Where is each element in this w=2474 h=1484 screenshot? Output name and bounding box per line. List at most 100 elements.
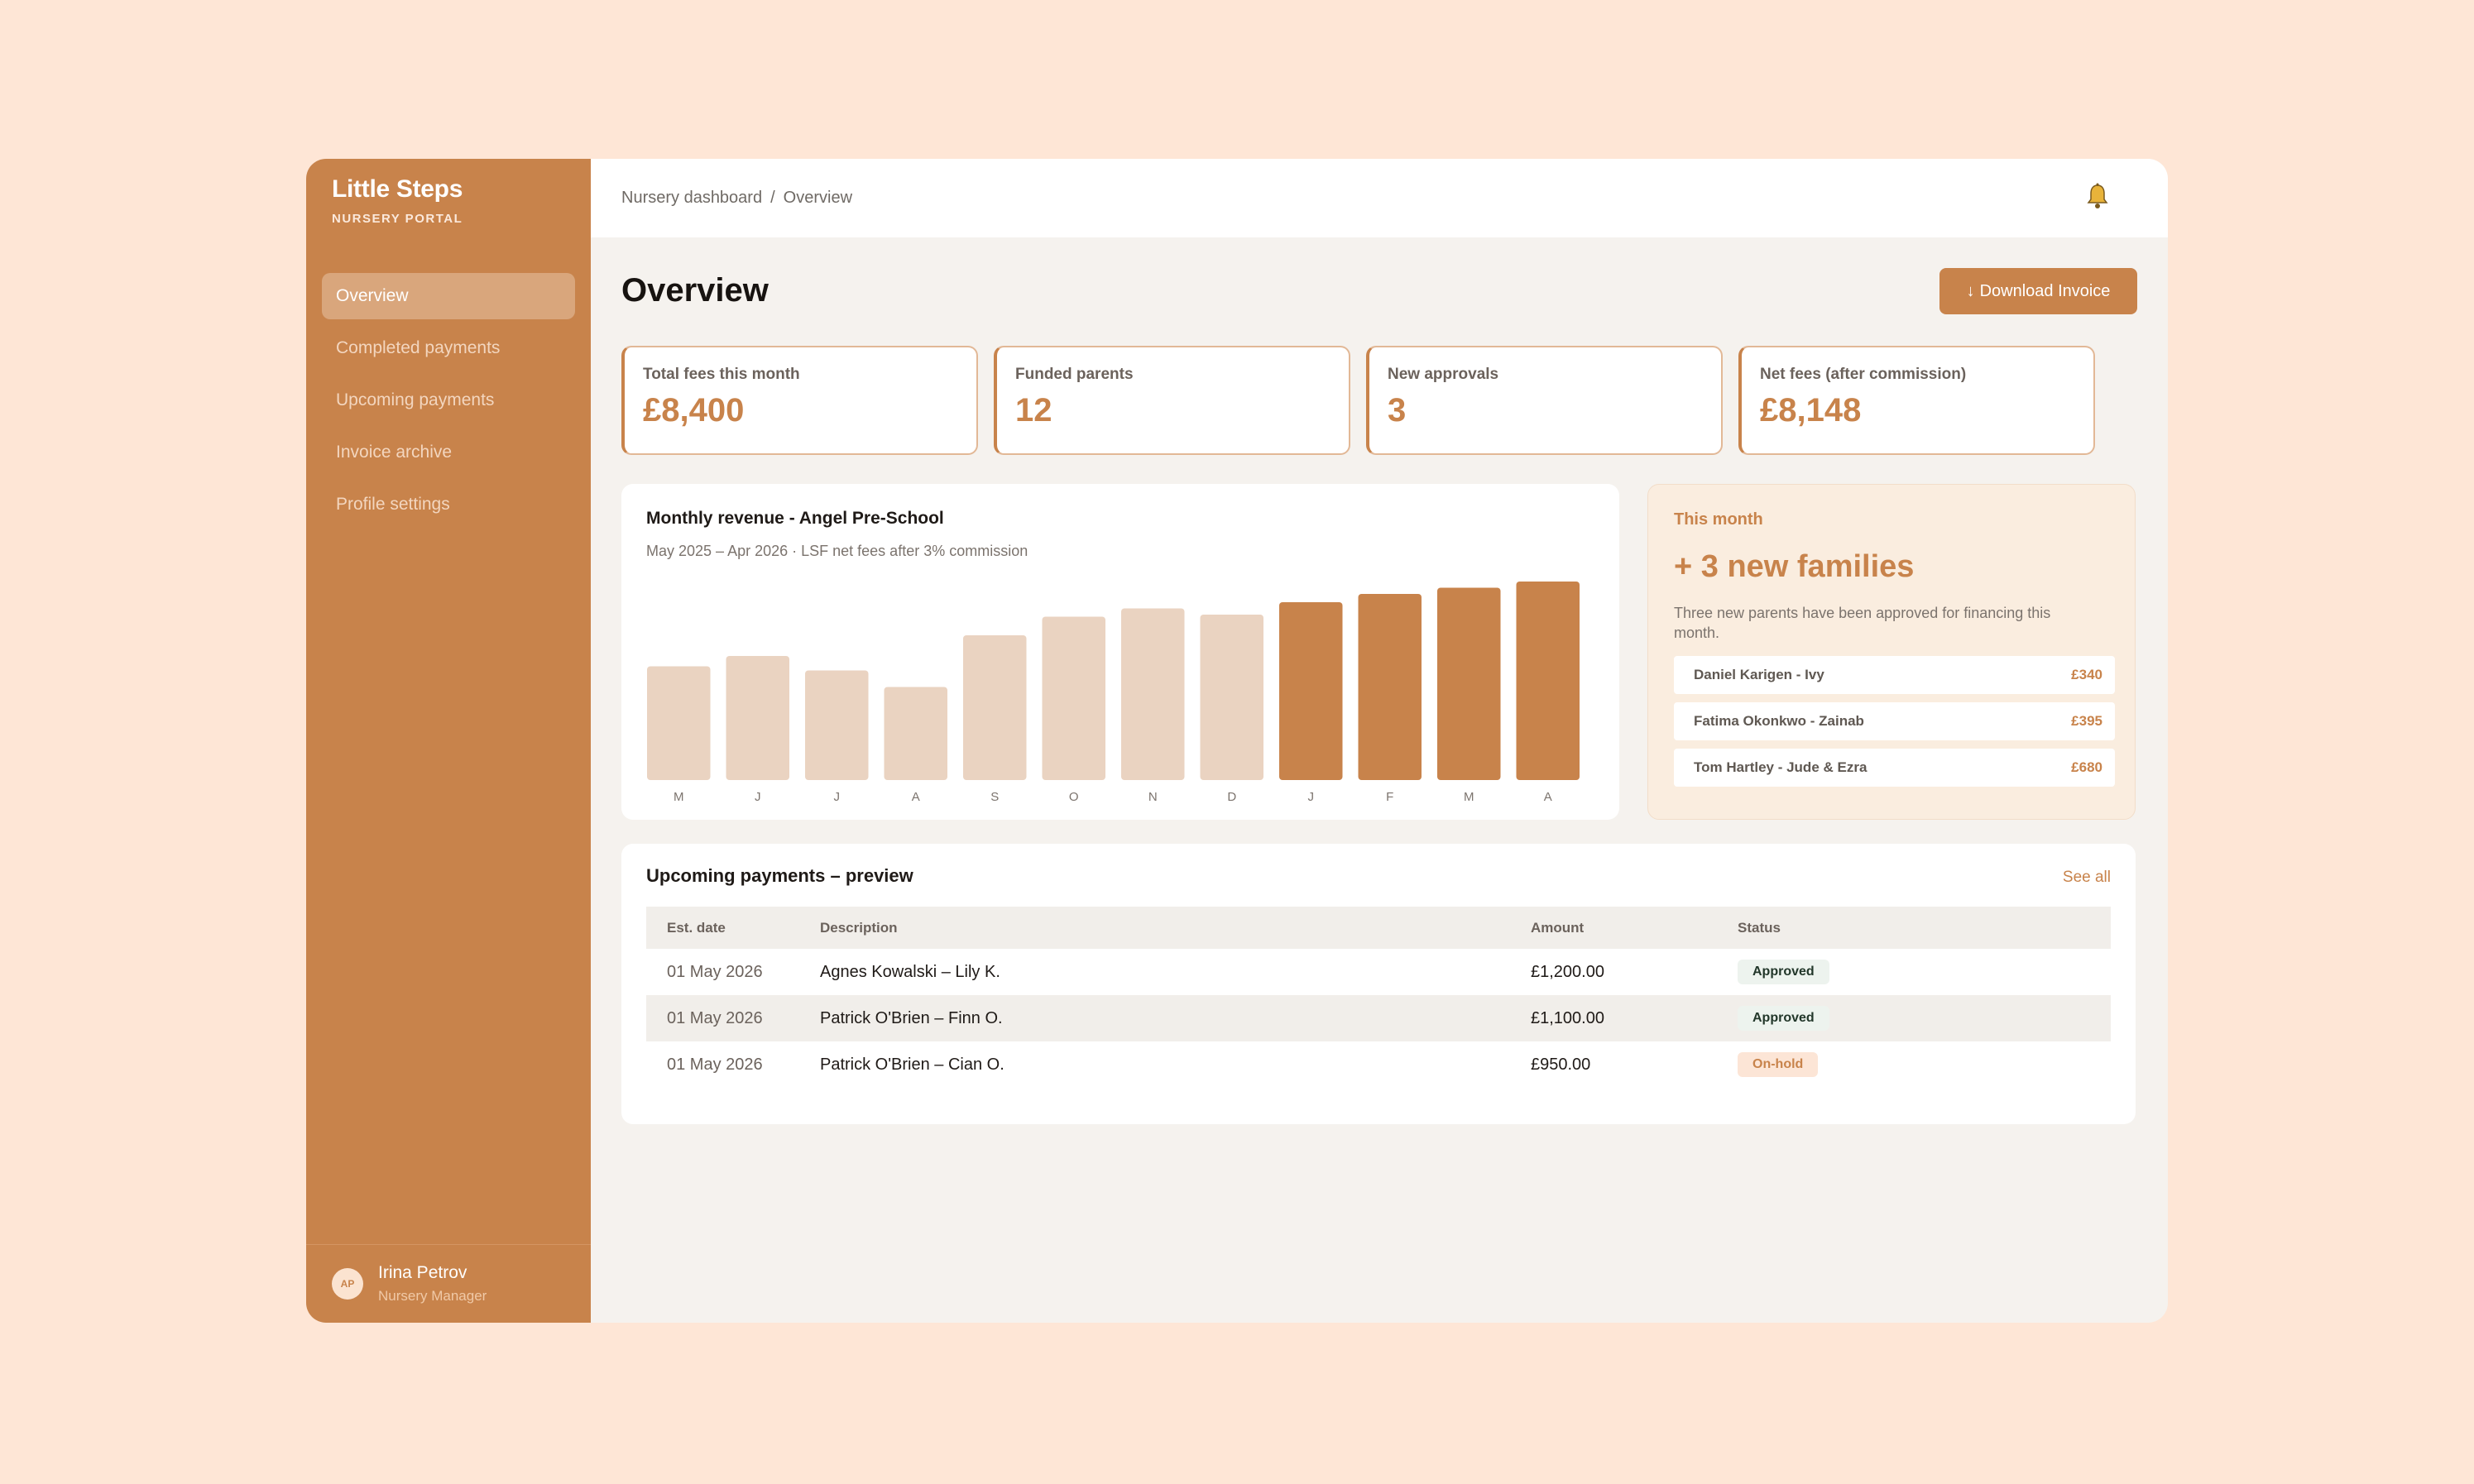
x-tick-label: J [834,790,841,804]
status-badge: On-hold [1738,1052,1819,1077]
table-row[interactable]: 01 May 2026 Agnes Kowalski – Lily K. £1,… [646,949,2111,995]
sidebar-item-overview[interactable]: Overview [322,273,575,319]
table-row[interactable]: 01 May 2026 Patrick O'Brien – Cian O. £9… [646,1041,2111,1088]
stat-value: £8,400 [643,392,745,428]
download-invoice-label: Download Invoice [1979,281,2111,300]
chart-bar[interactable] [1279,602,1343,780]
page-title: Overview [621,272,769,309]
user-profile[interactable]: AP Irina Petrov Nursery Manager [306,1244,591,1323]
chart-bar[interactable] [1042,616,1106,781]
x-tick-label: M [1464,790,1474,804]
chart-bar[interactable] [1358,594,1422,780]
column-header-amount[interactable]: Amount [1531,919,1585,936]
cell-description: Patrick O'Brien – Finn O. [820,1008,1003,1027]
breadcrumb-current: Overview [783,189,853,207]
chart-bar[interactable] [726,656,790,780]
x-tick-label: D [1227,790,1236,804]
stat-net-fees: Net fees (after commission) £8,148 [1738,346,2095,455]
download-arrow-icon: ↓ [1966,281,1975,300]
cell-amount: £1,200.00 [1531,962,1604,981]
list-item: Tom Hartley - Jude & Ezra £680 [1674,749,2115,787]
family-amount: £395 [2071,713,2102,729]
family-name: Tom Hartley - Jude & Ezra [1694,759,1867,775]
x-tick-label: S [990,790,999,804]
cell-description: Agnes Kowalski – Lily K. [820,962,1000,981]
chart-bar[interactable] [1437,587,1501,781]
stat-total-fees: Total fees this month £8,400 [621,346,978,455]
status-badge: Approved [1738,960,1829,984]
chart-bar[interactable] [963,635,1027,780]
sidebar-item-profile-settings[interactable]: Profile settings [336,495,450,514]
stat-label: Funded parents [1015,366,1134,383]
sidebar-item-completed-payments[interactable]: Completed payments [336,338,501,357]
chart-bar[interactable] [805,670,869,781]
upcoming-payments-card: Upcoming payments – preview See all Est.… [621,844,2136,1124]
user-role: Nursery Manager [378,1288,487,1304]
table-header: Est. date Description Amount Status [646,907,2111,949]
cell-amount: £950.00 [1531,1055,1591,1074]
payments-table: Est. date Description Amount Status 01 M… [646,907,2111,1088]
this-month-headline: + 3 new families [1674,549,1915,584]
x-tick-label: J [755,790,761,804]
avatar: AP [332,1268,363,1300]
content: Overview ↓ Download Invoice Total fees t… [621,237,2137,1124]
x-tick-label: N [1148,790,1158,804]
chart-bar[interactable] [1200,615,1264,780]
user-name: Irina Petrov [378,1263,467,1282]
list-item: Daniel Karigen - Ivy £340 [1674,656,2115,694]
cell-description: Patrick O'Brien – Cian O. [820,1055,1004,1074]
breadcrumb: Nursery dashboard / Overview [621,189,852,208]
x-tick-label: A [1544,790,1552,804]
chart-bar[interactable] [1516,582,1580,780]
download-invoice-button[interactable]: ↓ Download Invoice [1939,268,2137,314]
stat-label: Net fees (after commission) [1760,366,1967,383]
this-month-label: This month [1674,510,1763,529]
stat-value: 12 [1015,392,1052,428]
cell-date: 01 May 2026 [667,1055,763,1074]
chart-bar[interactable] [647,666,711,781]
stat-value: £8,148 [1760,392,1862,428]
cell-date: 01 May 2026 [667,962,763,981]
see-all-link[interactable]: See all [2062,869,2111,886]
chart-bar[interactable] [1121,608,1185,781]
stat-funded-parents: Funded parents 12 [994,346,1350,455]
sidebar: Little Steps NURSERY PORTAL Overview Com… [306,159,591,1323]
this-month-card: This month + 3 new families Three new pa… [1647,484,2136,820]
column-header-date[interactable]: Est. date [667,919,726,936]
stats-row: Total fees this month £8,400 Funded pare… [621,346,2136,455]
family-amount: £680 [2071,759,2102,775]
column-header-description[interactable]: Description [820,919,898,936]
column-header-status[interactable]: Status [1738,919,1781,936]
list-item: Fatima Okonkwo - Zainab £395 [1674,702,2115,740]
table-row[interactable]: 01 May 2026 Patrick O'Brien – Finn O. £1… [646,995,2111,1041]
breadcrumb-separator: / [770,189,775,207]
this-month-description: Three new parents have been approved for… [1674,605,2051,641]
family-amount: £340 [2071,667,2102,682]
family-name: Daniel Karigen - Ivy [1694,667,1824,682]
brand-subtitle: NURSERY PORTAL [332,212,463,226]
app-window: Little Steps NURSERY PORTAL Overview Com… [306,159,2168,1323]
stat-value: 3 [1388,392,1407,428]
x-tick-label: A [912,790,920,804]
bell-icon[interactable] [2085,182,2110,210]
x-tick-label: M [674,790,684,804]
topbar: Nursery dashboard / Overview [591,159,2168,237]
chart-subtitle: May 2025 – Apr 2026 · LSF net fees after… [646,543,1028,559]
stat-new-approvals: New approvals 3 [1366,346,1723,455]
sidebar-nav: Overview Completed payments Upcoming pay… [322,273,575,534]
brand-name: Little Steps [332,175,463,203]
sidebar-item-invoice-archive[interactable]: Invoice archive [336,443,453,462]
breadcrumb-root[interactable]: Nursery dashboard [621,189,763,207]
stat-label: New approvals [1388,366,1499,383]
x-tick-label: O [1069,790,1079,804]
chart-title: Monthly revenue - Angel Pre-School [646,509,944,528]
chart-bar[interactable] [884,687,948,781]
stat-label: Total fees this month [643,366,800,383]
x-tick-label: F [1386,790,1393,804]
family-name: Fatima Okonkwo - Zainab [1694,713,1864,729]
sidebar-item-upcoming-payments[interactable]: Upcoming payments [336,390,495,409]
revenue-chart-card: Monthly revenue - Angel Pre-School May 2… [621,484,1619,820]
x-tick-label: J [1308,790,1315,804]
cell-date: 01 May 2026 [667,1008,763,1027]
